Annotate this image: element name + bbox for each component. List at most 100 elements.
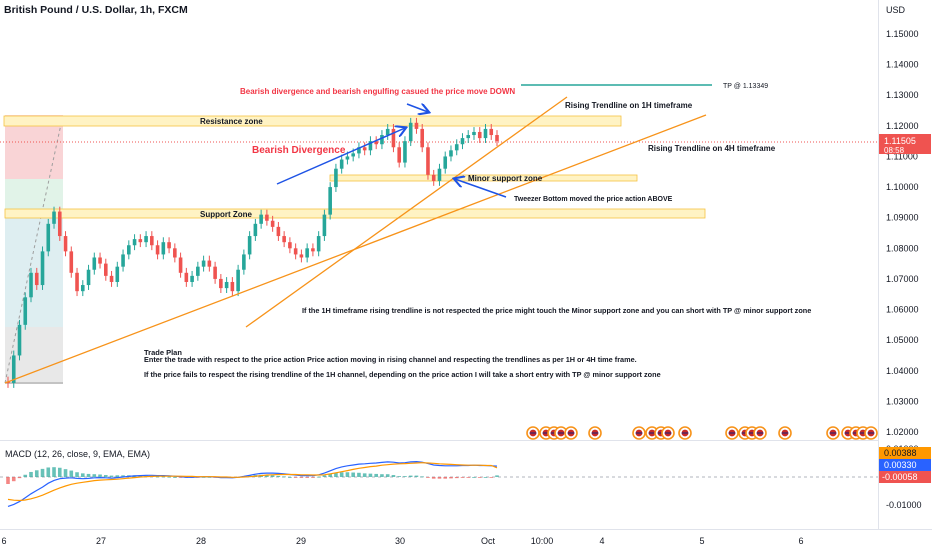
macd-histogram-bar <box>483 477 488 478</box>
candle-body <box>397 147 401 163</box>
last-price-badge: 1.11505 08:58 <box>879 134 931 155</box>
event-flag-icon[interactable] <box>564 426 578 440</box>
candle-body <box>403 141 407 163</box>
candle-body <box>437 168 442 181</box>
macd-histogram-bar <box>29 471 33 477</box>
divergence-arrow[interactable] <box>276 128 405 185</box>
rising-4h-label[interactable]: Rising Trendline on 4H timeframe <box>648 144 776 153</box>
event-flag-icon[interactable] <box>632 426 646 440</box>
candle-body <box>196 266 200 276</box>
macd-histogram-bar <box>334 472 338 477</box>
macd-histogram-bar <box>426 477 430 478</box>
macd-histogram-bar <box>391 475 396 477</box>
price-tick-label: 1.12000 <box>886 121 919 131</box>
tweezer-label[interactable]: Tweezer Bottom moved the price action AB… <box>514 196 673 203</box>
candle-body <box>29 272 33 298</box>
event-flag-icon[interactable] <box>864 426 878 440</box>
trade-plan-line1[interactable]: Enter the trade with respect to the pric… <box>144 355 637 364</box>
macd-histogram-bar <box>495 475 499 477</box>
position-tool[interactable] <box>4 114 64 384</box>
candle-body <box>391 128 396 148</box>
price-tick-label: 1.02000 <box>886 427 919 437</box>
rising-1h-label[interactable]: Rising Trendline on 1H timeframe <box>565 101 693 110</box>
candle-body <box>339 159 344 169</box>
macd-histogram-bar <box>34 470 39 477</box>
macd-histogram-bar <box>265 475 269 477</box>
candle-body <box>431 174 436 181</box>
currency-label: USD <box>886 5 906 15</box>
candle-body <box>69 251 74 273</box>
candle-body <box>219 278 223 289</box>
candle-body <box>265 214 269 221</box>
event-flag-icon[interactable] <box>588 426 602 440</box>
candle-body <box>173 248 177 258</box>
macd-series <box>0 460 878 507</box>
macd-histogram-bar <box>63 469 68 477</box>
macd-histogram-bar <box>40 468 45 477</box>
candle-body <box>80 285 85 292</box>
trendline-4h[interactable] <box>4 114 707 384</box>
macd-histogram-bar <box>178 477 183 478</box>
macd-histogram-bar <box>414 475 419 477</box>
macd-title[interactable]: MACD (12, 26, close, 9, EMA, EMA) <box>5 449 150 459</box>
candle-body <box>443 156 448 169</box>
price-tick-label: 1.08000 <box>886 243 919 253</box>
candle-body <box>374 141 378 145</box>
price-pane[interactable] <box>0 0 878 440</box>
resistance-zone[interactable] <box>3 115 622 127</box>
macd-histogram-bar <box>489 477 494 478</box>
macd-histogram-bar <box>477 477 482 478</box>
candle-body <box>155 245 160 255</box>
candle-body <box>495 135 499 142</box>
macd-histogram-bar <box>472 477 476 478</box>
minor-support-zone[interactable] <box>329 174 638 182</box>
event-flag-icon[interactable] <box>778 426 792 440</box>
tp-label[interactable]: TP @ 1.13349 <box>723 83 768 90</box>
time-axis[interactable]: 6 27 28 29 30 Oct 10:00 4 5 6 <box>1 536 803 546</box>
trendline-1h[interactable] <box>245 96 568 328</box>
time-label: 29 <box>296 536 306 546</box>
price-tick-label: 1.11000 <box>886 151 918 161</box>
event-flag-icon[interactable] <box>526 426 540 440</box>
minor-support-label[interactable]: Minor support zone <box>468 174 543 183</box>
support-zone-label[interactable]: Support Zone <box>200 210 253 219</box>
candle-body <box>132 239 137 246</box>
macd-histogram-bar <box>121 475 125 477</box>
resistance-label[interactable]: Resistance zone <box>200 117 263 126</box>
economic-events[interactable] <box>526 426 878 440</box>
macd-badges: 0.00388 0.00330 -0.00058 <box>879 447 931 483</box>
candle-body <box>276 226 281 237</box>
event-flag-icon[interactable] <box>725 426 739 440</box>
if-1h-note[interactable]: If the 1H timeframe rising trendline is … <box>302 306 811 315</box>
last-price-value: 1.11505 <box>884 136 916 146</box>
macd-histogram-bar <box>299 477 304 478</box>
bearish-divergence-label[interactable]: Bearish Divergence <box>252 145 346 156</box>
bearish-note[interactable]: Bearish divergence and bearish engulfing… <box>240 87 515 96</box>
candle-body <box>109 275 114 282</box>
hist-value: -0.00058 <box>882 472 918 482</box>
macd-histogram-bar <box>460 477 465 478</box>
macd-histogram-bar <box>276 475 281 477</box>
support-zone[interactable] <box>4 208 706 219</box>
tweezer-arrow[interactable] <box>455 179 507 198</box>
candle-body <box>127 245 131 255</box>
macd-histogram-bar <box>288 477 292 478</box>
event-flag-icon[interactable] <box>826 426 840 440</box>
macd-pane[interactable] <box>0 441 878 527</box>
macd-histogram-bar <box>328 473 332 477</box>
macd-histogram-bar <box>270 475 275 477</box>
trade-plan-line2[interactable]: If the price fails to respect the rising… <box>144 370 661 379</box>
event-flag-icon[interactable] <box>678 426 692 440</box>
macd-histogram-bar <box>454 477 459 479</box>
macd-histogram-bar <box>75 472 79 477</box>
trade-plan-title[interactable]: Trade Plan <box>144 348 182 357</box>
move-down-arrow[interactable] <box>406 104 428 112</box>
macd-histogram-bar <box>17 477 22 479</box>
candle-body <box>190 275 194 282</box>
price-axis[interactable]: 1.15000 1.14000 1.13000 1.12000 1.11000 1.100… <box>886 29 919 437</box>
event-flag-icon[interactable] <box>753 426 767 440</box>
event-flag-icon[interactable] <box>661 426 675 440</box>
price-tick-label: 1.06000 <box>886 305 919 315</box>
candle-body <box>63 236 68 252</box>
